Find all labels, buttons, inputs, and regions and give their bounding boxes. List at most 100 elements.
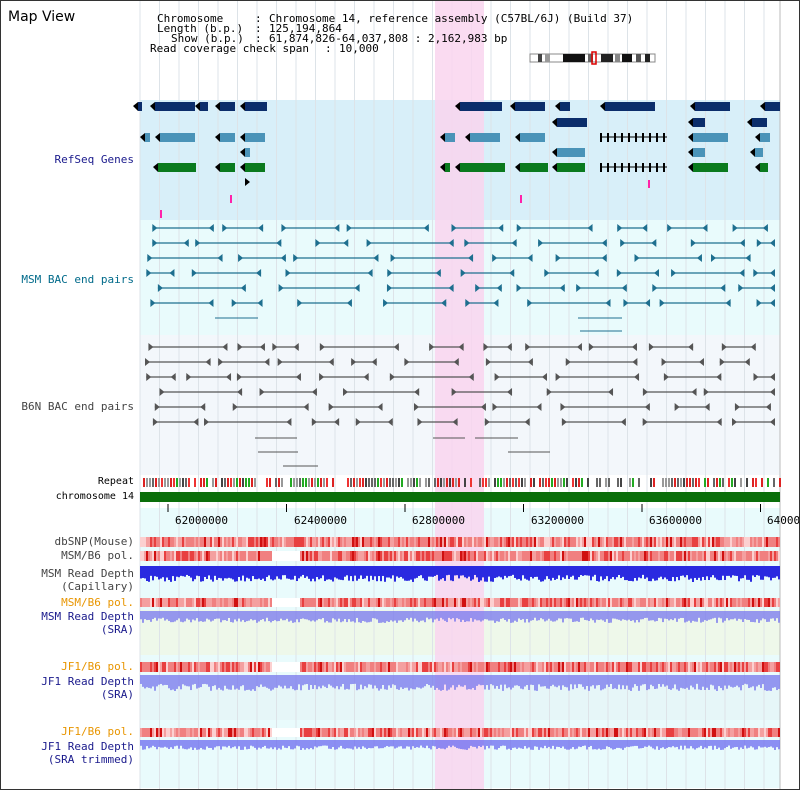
jf1-b6-pol-trim-heat bbox=[666, 728, 668, 737]
msm-depth-sra-bar bbox=[246, 611, 248, 622]
jf1-depth-sra-bar bbox=[286, 675, 288, 689]
dbsnp-heat bbox=[674, 537, 676, 547]
msm-b6-pol-sra-heat bbox=[330, 598, 332, 607]
jf1-b6-pol-heat bbox=[722, 662, 724, 672]
track-label-refseq-genes[interactable]: RefSeq Genes bbox=[54, 153, 134, 166]
jf1-depth-trim-bar bbox=[536, 740, 538, 747]
gene-exon bbox=[140, 133, 145, 142]
msm-depth-capillary-bar bbox=[304, 566, 306, 578]
jf1-depth-sra-bar bbox=[312, 675, 314, 689]
jf1-b6-pol-heat bbox=[196, 662, 198, 672]
msm-depth-capillary-bar bbox=[546, 566, 548, 577]
repeat-mark bbox=[215, 478, 217, 487]
msm-depth-sra-bar bbox=[184, 611, 186, 622]
msm-depth-sra-bar bbox=[428, 611, 430, 620]
dbsnp-heat bbox=[768, 537, 770, 547]
msm-b6-pol-sra-heat bbox=[426, 598, 428, 607]
jf1-b6-pol-heat bbox=[658, 662, 660, 672]
msm-depth-sra-bar bbox=[510, 611, 512, 623]
msm-b6-pol-heat bbox=[148, 551, 150, 561]
jf1-depth-sra-bar bbox=[594, 675, 596, 689]
msm-b6-pol-heat bbox=[206, 551, 208, 561]
msm-b6-pol-sra-heat bbox=[286, 598, 288, 607]
jf1-b6-pol-heat bbox=[506, 662, 508, 672]
jf1-b6-pol-trim-heat bbox=[340, 728, 342, 737]
jf1-b6-pol-trim-heat bbox=[664, 728, 666, 737]
msm-depth-capillary-bar bbox=[616, 566, 618, 578]
jf1-depth-trim-bar bbox=[194, 740, 196, 748]
msm-b6-pol-heat bbox=[566, 551, 568, 561]
msm-depth-sra-bar bbox=[252, 611, 254, 621]
jf1-b6-pol-trim-heat bbox=[312, 728, 314, 737]
jf1-depth-trim-bar bbox=[272, 740, 274, 750]
msm-depth-capillary-bar bbox=[564, 566, 566, 579]
dbsnp-heat bbox=[278, 537, 280, 547]
msm-b6-pol-heat bbox=[694, 551, 696, 561]
dbsnp-heat bbox=[308, 537, 310, 547]
jf1-depth-sra-bar bbox=[570, 675, 572, 685]
repeat-mark bbox=[251, 478, 253, 487]
jf1-depth-sra-bar bbox=[176, 675, 178, 689]
msm-b6-pol-sra-heat bbox=[320, 598, 322, 607]
jf1-b6-pol-trim-heat bbox=[620, 728, 622, 737]
b6n-bac-pair-end bbox=[259, 343, 265, 351]
msm-b6-pol-heat bbox=[544, 551, 546, 561]
gene-exon bbox=[200, 102, 208, 111]
jf1-depth-trim-bar bbox=[562, 740, 564, 747]
msm-depth-capillary-bar bbox=[566, 566, 568, 576]
dbsnp-heat bbox=[258, 537, 260, 547]
msm-bac-pair-end bbox=[152, 224, 158, 232]
b6n-bac-pair-end bbox=[404, 358, 410, 366]
msm-b6-pol-sra-heat bbox=[588, 598, 590, 607]
jf1-depth-trim-bar bbox=[202, 740, 204, 750]
b6n-bac-pair-end bbox=[661, 358, 667, 366]
jf1-depth-sra-bar bbox=[726, 675, 728, 689]
track-label-msm-bac[interactable]: MSM BAC end pairs bbox=[21, 273, 134, 286]
jf1-b6-pol-trim-heat bbox=[548, 728, 550, 737]
jf1-depth-sra-bar bbox=[696, 675, 698, 684]
msm-b6-pol-sra-heat bbox=[222, 598, 224, 607]
jf1-depth-trim-bar bbox=[576, 740, 578, 749]
jf1-b6-pol-heat bbox=[556, 662, 558, 672]
jf1-b6-pol-heat bbox=[524, 662, 526, 672]
msm-bac-pair-end bbox=[652, 284, 658, 292]
msm-depth-sra-bar bbox=[650, 611, 652, 621]
msm-depth-sra-bar bbox=[244, 611, 246, 623]
msm-depth-capillary-bar bbox=[530, 566, 532, 577]
track-label-b6n-bac[interactable]: B6N BAC end pairs bbox=[21, 400, 134, 413]
dbsnp-heat bbox=[298, 537, 300, 547]
msm-depth-sra-bar bbox=[212, 611, 214, 621]
jf1-depth-trim-bar bbox=[470, 740, 472, 746]
jf1-b6-pol-trim-heat bbox=[540, 728, 542, 737]
jf1-depth-sra-bar bbox=[756, 675, 758, 687]
msm-b6-pol-heat bbox=[612, 551, 614, 561]
jf1-b6-pol-heat bbox=[356, 662, 358, 672]
msm-b6-pol-sra-heat bbox=[556, 598, 558, 607]
msm-depth-capillary-bar bbox=[392, 566, 394, 576]
dbsnp-heat bbox=[382, 537, 384, 547]
msm-depth-sra-bar bbox=[260, 611, 262, 620]
msm-depth-capillary-bar bbox=[516, 566, 518, 580]
msm-b6-pol-sra-heat bbox=[284, 598, 286, 607]
jf1-depth-sra-bar bbox=[474, 675, 476, 690]
gene-exon bbox=[642, 133, 644, 142]
msm-bac-pair-end bbox=[544, 269, 550, 277]
jf1-depth-sra-bar bbox=[388, 675, 390, 686]
jf1-b6-pol-heat bbox=[494, 662, 496, 672]
msm-depth-capillary-bar bbox=[358, 566, 360, 579]
gene-exon bbox=[150, 102, 155, 111]
dbsnp-heat bbox=[776, 537, 778, 547]
jf1-b6-pol-trim-heat bbox=[650, 728, 652, 737]
jf1-depth-trim-bar bbox=[510, 740, 512, 750]
jf1-b6-pol-trim-heat bbox=[148, 728, 150, 737]
jf1-depth-trim-bar bbox=[682, 740, 684, 750]
msm-b6-pol-heat bbox=[592, 551, 594, 561]
msm-depth-sra-bar bbox=[142, 611, 144, 623]
gene-exon bbox=[752, 118, 767, 127]
ideogram-band bbox=[615, 54, 620, 62]
repeat-mark bbox=[413, 478, 415, 487]
repeat-mark bbox=[581, 478, 583, 487]
msm-b6-pol-sra-heat bbox=[380, 598, 382, 607]
repeat-mark bbox=[629, 478, 631, 487]
